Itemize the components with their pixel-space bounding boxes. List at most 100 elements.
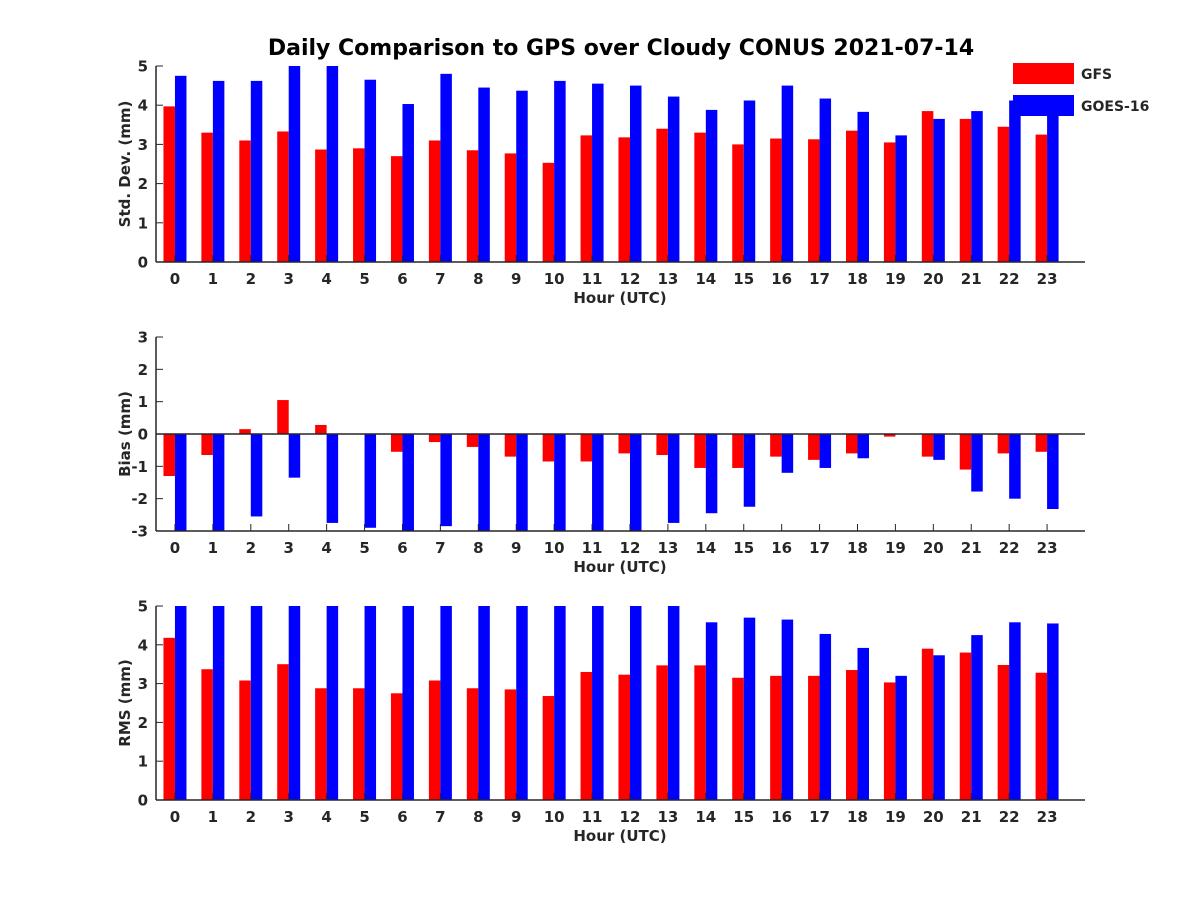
- figure-title: Daily Comparison to GPS over Cloudy CONU…: [268, 36, 974, 61]
- bar-gfs-hour-23: [1035, 672, 1048, 800]
- x-tick-label: 3: [283, 270, 293, 288]
- bar-goes-16-hour-9: [516, 434, 528, 531]
- bar-goes-16-hour-18: [857, 647, 869, 800]
- x-tick-label: 4: [321, 808, 331, 826]
- bar-goes-16-hour-4: [326, 434, 339, 523]
- bar-goes-16-hour-5: [364, 434, 377, 528]
- x-axis-label: Hour (UTC): [573, 827, 666, 845]
- bar-gfs-hour-11: [580, 434, 593, 462]
- y-tick-label: 3: [138, 136, 148, 154]
- x-tick-label: 4: [321, 270, 331, 288]
- bar-gfs-hour-21: [959, 652, 972, 800]
- x-tick-label: 14: [695, 539, 716, 557]
- bar-goes-16-hour-12: [629, 85, 642, 262]
- bar-goes-16-hour-19: [895, 675, 907, 800]
- bar-gfs-hour-4: [315, 149, 327, 262]
- x-tick-label: 19: [885, 808, 906, 826]
- bar-gfs-hour-14: [694, 132, 706, 262]
- x-tick-label: 22: [999, 270, 1020, 288]
- bar-gfs-hour-17: [808, 434, 820, 460]
- bar-gfs-hour-10: [542, 162, 555, 262]
- legend: GFS GOES-16: [1013, 63, 1149, 116]
- x-tick-label: 20: [923, 270, 944, 288]
- bar-goes-16-hour-6: [402, 104, 414, 263]
- bar-goes-16-hour-6: [402, 606, 414, 800]
- y-tick-label: 4: [138, 636, 148, 654]
- bar-gfs-hour-8: [466, 150, 479, 262]
- x-tick-label: 11: [582, 539, 603, 557]
- bar-gfs-hour-2: [239, 429, 251, 434]
- x-axis-label: Hour (UTC): [573, 289, 666, 307]
- bar-goes-16-hour-10: [554, 80, 566, 263]
- y-tick-label: -1: [131, 458, 148, 476]
- x-tick-label: 22: [999, 808, 1020, 826]
- bar-gfs-hour-3: [277, 400, 289, 434]
- bar-goes-16-hour-23: [1047, 623, 1059, 800]
- x-tick-label: 16: [771, 808, 792, 826]
- x-tick-label: 5: [359, 270, 369, 288]
- x-tick-label: 17: [809, 270, 830, 288]
- bar-gfs-hour-16: [770, 434, 782, 457]
- bar-gfs-hour-8: [466, 434, 479, 447]
- bar-gfs-hour-10: [542, 434, 555, 462]
- x-tick-label: 3: [283, 808, 293, 826]
- bar-goes-16-hour-17: [819, 633, 832, 800]
- bar-gfs-hour-11: [580, 671, 593, 800]
- bar-gfs-hour-13: [656, 665, 668, 800]
- bar-gfs-hour-2: [239, 140, 251, 262]
- bar-gfs-hour-5: [353, 148, 365, 262]
- legend-label-goes-16: GOES-16: [1081, 99, 1149, 115]
- bar-gfs-hour-10: [542, 696, 555, 800]
- bar-goes-16-hour-1: [212, 80, 225, 263]
- bar-goes-16-hour-21: [971, 635, 983, 800]
- bar-gfs-hour-12: [618, 674, 630, 800]
- x-tick-label: 14: [695, 270, 716, 288]
- bar-goes-16-hour-1: [212, 434, 225, 531]
- x-tick-label: 0: [170, 539, 180, 557]
- x-tick-label: 5: [359, 808, 369, 826]
- bar-goes-16-hour-20: [933, 118, 945, 262]
- x-tick-label: 23: [1037, 539, 1058, 557]
- x-tick-label: 23: [1037, 808, 1058, 826]
- x-tick-label: 19: [885, 270, 906, 288]
- y-tick-label: 2: [138, 175, 148, 193]
- y-tick-label: 1: [138, 393, 148, 411]
- y-tick-label: -2: [131, 490, 148, 508]
- bar-gfs-hour-4: [315, 688, 327, 800]
- bar-goes-16-hour-19: [895, 135, 907, 262]
- y-tick-label: 5: [138, 598, 148, 616]
- x-tick-label: 5: [359, 539, 369, 557]
- bar-goes-16-hour-2: [250, 606, 263, 800]
- bar-gfs-hour-23: [1035, 134, 1048, 262]
- bar-gfs-hour-6: [390, 156, 403, 262]
- x-tick-label: 21: [961, 539, 982, 557]
- bar-goes-16-hour-22: [1009, 622, 1021, 800]
- x-tick-label: 10: [544, 539, 565, 557]
- bar-gfs-hour-17: [808, 675, 820, 800]
- bar-gfs-hour-18: [845, 130, 858, 262]
- bar-goes-16-hour-6: [402, 434, 414, 531]
- y-tick-label: 0: [138, 254, 148, 272]
- bar-goes-16-hour-18: [857, 434, 869, 459]
- bar-gfs-hour-1: [201, 132, 213, 262]
- bar-gfs-hour-3: [277, 131, 289, 262]
- x-tick-label: 16: [771, 270, 792, 288]
- bar-gfs-hour-1: [201, 669, 213, 800]
- bar-gfs-hour-22: [997, 126, 1010, 262]
- bar-gfs-hour-20: [921, 111, 934, 262]
- x-tick-label: 0: [170, 808, 180, 826]
- bar-gfs-hour-19: [883, 142, 896, 262]
- bar-gfs-hour-8: [466, 688, 479, 800]
- bar-gfs-hour-5: [353, 688, 365, 800]
- bar-goes-16-hour-5: [364, 606, 377, 800]
- bar-goes-16-hour-8: [478, 87, 490, 262]
- y-axis-label: Bias (mm): [116, 391, 134, 477]
- y-tick-label: -3: [131, 523, 148, 541]
- bar-goes-16-hour-20: [933, 434, 945, 460]
- bar-gfs-hour-0: [163, 434, 175, 477]
- y-tick-label: 1: [138, 214, 148, 232]
- bar-goes-16-hour-16: [781, 619, 794, 800]
- bar-goes-16-hour-3: [288, 606, 301, 800]
